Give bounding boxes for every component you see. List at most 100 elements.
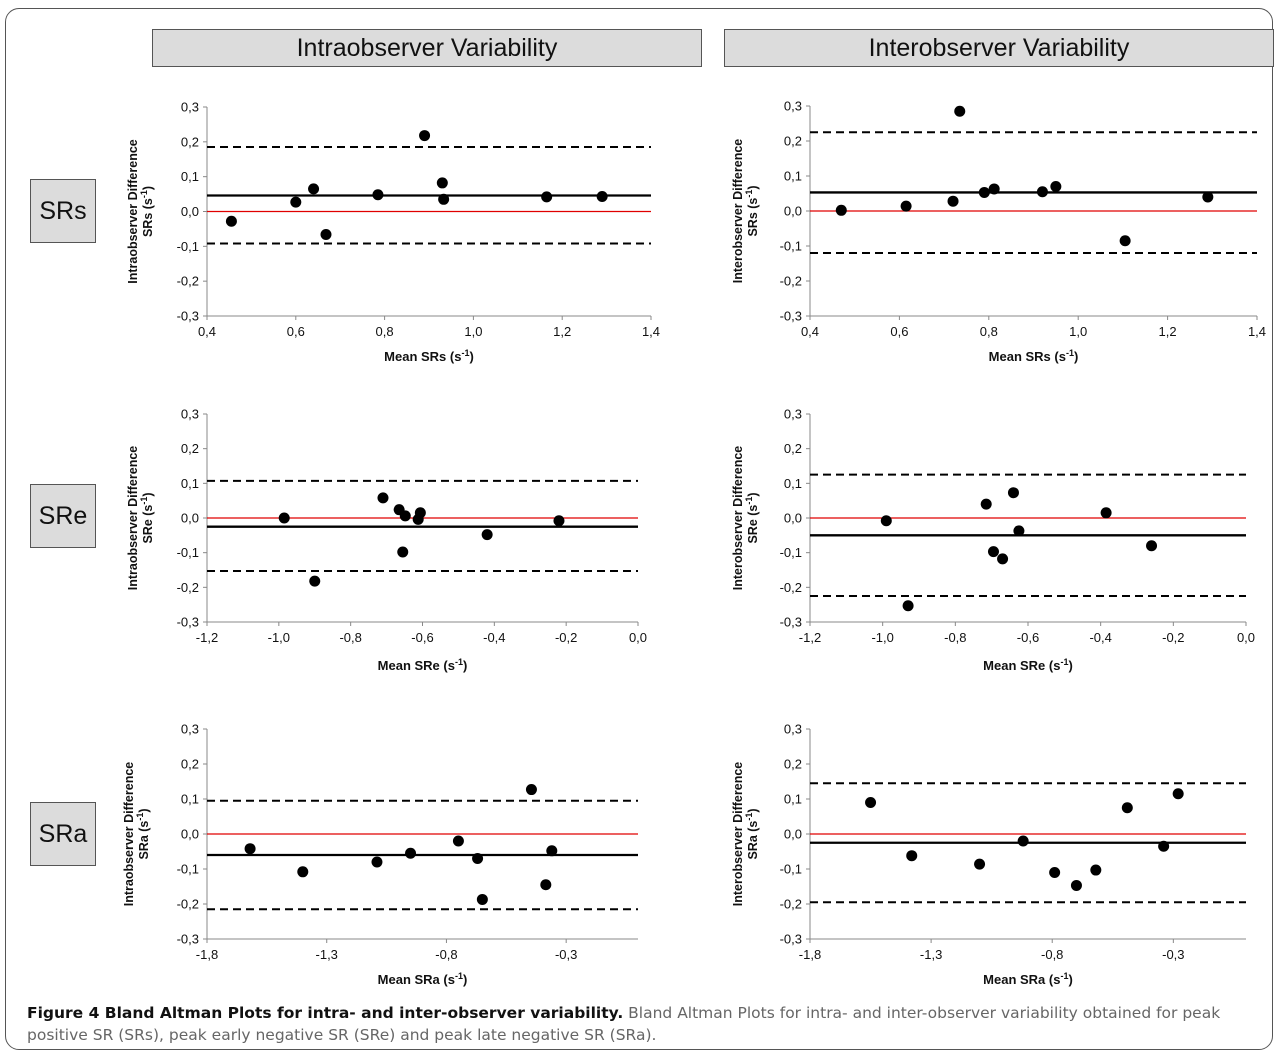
row-label-sre: SRe (30, 484, 96, 548)
inter-sra-ytick-label: -0,2 (780, 897, 802, 912)
inter-sre-xtick-label: -0,4 (1089, 630, 1111, 645)
plots-canvas: 0,30,20,10,0-0,1-0,2-0,30,4 0,6 0,8 1,0 1,2 1… (122, 99, 1266, 988)
caption-title: Figure 4 Bland Altman Plots for intra- a… (27, 1004, 624, 1022)
intra-sre-ytick-label: 0,3 (181, 407, 199, 422)
intra-sre-y-axis-label-line2: SRe (s-1) (139, 492, 155, 543)
intra-sre-data-point (481, 529, 493, 541)
inter-sra-data-point (1017, 835, 1029, 847)
intra-sra-data-point (452, 835, 464, 847)
intra-sra-ytick-label: 0,1 (181, 792, 199, 807)
intra-srs-xtick-label: 1,2 (553, 324, 571, 339)
inter-srs-xtick-label: 0,8 (980, 324, 998, 339)
intra-sre-data-point (309, 575, 321, 587)
intra-sra-data-point (476, 893, 488, 905)
intra-sra-xtick-label: -1,3 (316, 947, 338, 962)
intra-sre-data-point (414, 507, 426, 519)
inter-sra-y-axis-label-line2: SRa (s-1) (744, 808, 760, 859)
intra-sra-data-point (405, 847, 417, 859)
inter-srs-y-axis-label-line2: SRs (s-1) (744, 185, 760, 236)
intra-srs-data-point (290, 196, 302, 208)
inter-sra-data-point (906, 850, 918, 862)
intra-sra-xtick-label: -0,8 (435, 947, 457, 962)
inter-sra-data-point (1070, 879, 1082, 891)
inter-srs-ytick-label: 0,2 (784, 134, 802, 149)
inter-sre-ytick-label: -0,2 (780, 580, 802, 595)
intra-srs-data-point (419, 130, 431, 142)
inter-srs-xtick-label: 1,2 (1159, 324, 1177, 339)
intra-sre-xtick-label: -0,6 (411, 630, 433, 645)
inter-sra-ytick-label: 0,2 (784, 757, 802, 772)
header-interobserver: Interobserver Variability (724, 29, 1274, 67)
intra-sra-data-point (244, 843, 256, 855)
intra-srs-xtick-label: 0,4 (198, 324, 216, 339)
intra-srs-ytick-label: -0,1 (177, 239, 199, 254)
inter-sre-xtick-label: -1,0 (871, 630, 893, 645)
inter-sre-ytick-label: 0,0 (784, 511, 802, 526)
intra-sra-y-axis-label-line2: SRa (s-1) (135, 808, 151, 859)
inter-sre-xtick-label: -0,8 (944, 630, 966, 645)
inter-sra-data-point (1172, 788, 1184, 800)
inter-sre-data-point (997, 553, 1009, 565)
figure-frame (5, 8, 1273, 1050)
inter-srs-data-point (954, 105, 966, 117)
inter-sre-y-axis-label-line2: SRe (s-1) (744, 492, 760, 543)
intra-sre-data-point (377, 492, 389, 504)
inter-sra-ytick-label: -0,1 (780, 862, 802, 877)
inter-srs-ytick-label: 0,0 (784, 204, 802, 219)
inter-sre-ytick-label: 0,1 (784, 476, 802, 491)
intra-sra-data-point (525, 784, 537, 796)
intra-srs-data-point (308, 183, 320, 195)
inter-sra-ytick-label: 0,3 (784, 722, 802, 737)
intra-sre-data-point (278, 512, 290, 524)
inter-sra-x-axis-label: Mean SRa (s-1) (983, 971, 1073, 987)
inter-srs-ytick-label: 0,3 (784, 99, 802, 114)
inter-sra-ytick-label: 0,0 (784, 827, 802, 842)
intra-sra-ytick-label: 0,3 (181, 722, 199, 737)
inter-srs-data-point (835, 204, 847, 216)
inter-sre-data-point (1146, 540, 1158, 552)
inter-sre-data-point (1007, 487, 1019, 499)
inter-sra-xtick-label: -0,8 (1041, 947, 1063, 962)
inter-srs-data-point (900, 200, 912, 212)
inter-sre-data-point (1013, 525, 1025, 537)
intra-srs-y-axis-label-line2: SRs (s-1) (139, 186, 155, 237)
intra-sre-y-axis-label-line1: Intraobserver Difference (126, 446, 140, 591)
inter-srs-ytick-label: 0,1 (784, 169, 802, 184)
intra-srs-data-point (320, 228, 332, 240)
inter-srs-ytick-label: -0,3 (780, 309, 802, 324)
inter-sra-xtick-label: -1,3 (920, 947, 942, 962)
intra-srs-ytick-label: -0,3 (177, 309, 199, 324)
intra-srs-data-point (372, 189, 384, 201)
inter-sre-xtick-label: -0,2 (1162, 630, 1184, 645)
intra-sra-data-point (297, 866, 309, 878)
intra-sre-ytick-label: 0,1 (181, 476, 199, 491)
inter-srs-ytick-label: -0,1 (780, 239, 802, 254)
intra-srs-xtick-label: 0,8 (376, 324, 394, 339)
inter-sre-ytick-label: 0,2 (784, 441, 802, 456)
inter-srs-xtick-label: 1,0 (1069, 324, 1087, 339)
inter-sra-xtick-label: -0,3 (1162, 947, 1184, 962)
row-label-sra: SRa (30, 802, 96, 866)
intra-sra-data-point (540, 879, 552, 891)
intra-sre-data-point (397, 546, 409, 558)
inter-srs-data-point (1202, 191, 1214, 203)
inter-sre-data-point (880, 515, 892, 527)
inter-srs-x-axis-label: Mean SRs (s-1) (989, 348, 1079, 364)
inter-srs-ytick-label: -0,2 (780, 274, 802, 289)
inter-sre-data-point (1100, 507, 1112, 519)
intra-sre-xtick-label: -0,2 (555, 630, 577, 645)
inter-srs-data-point (1050, 181, 1062, 192)
intra-sra-ytick-label: 0,0 (181, 827, 199, 842)
intra-sre-x-axis-label: Mean SRe (s-1) (378, 657, 468, 673)
header-intraobserver: Intraobserver Variability (152, 29, 702, 67)
intra-sra-ytick-label: -0,1 (177, 862, 199, 877)
intra-srs-xtick-label: 0,6 (287, 324, 305, 339)
inter-srs-xtick-label: 0,6 (890, 324, 908, 339)
inter-sre-x-axis-label: Mean SRe (s-1) (983, 657, 1073, 673)
intra-sre-xtick-label: 0,0 (629, 630, 647, 645)
intra-srs-data-point (225, 215, 237, 227)
inter-srs-data-point (1036, 186, 1048, 198)
inter-sra-ytick-label: 0,1 (784, 792, 802, 807)
intra-sre-ytick-label: -0,3 (177, 615, 199, 630)
intra-sre-data-point (553, 515, 565, 527)
